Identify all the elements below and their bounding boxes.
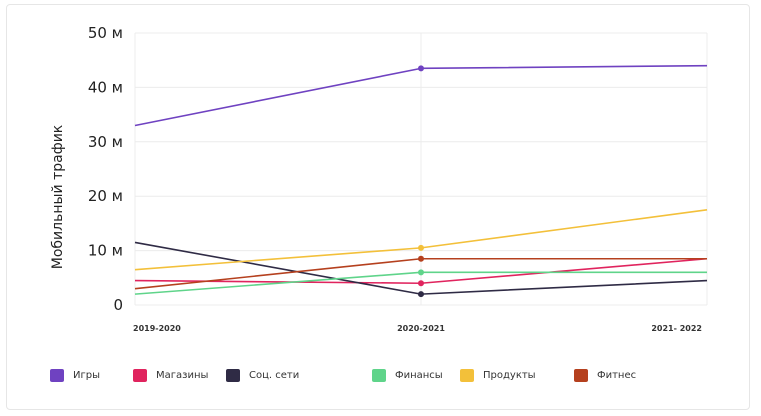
y-tick-label: 10 м <box>88 242 123 260</box>
x-tick-label: 2020-2021 <box>397 324 445 333</box>
legend-label: Игры <box>73 370 100 381</box>
legend-swatch <box>226 369 240 382</box>
chart-card <box>6 4 750 410</box>
legend-item[interactable]: Магазины <box>133 369 208 382</box>
legend-swatch <box>460 369 474 382</box>
legend-label: Фитнес <box>597 370 637 381</box>
data-point <box>418 269 424 276</box>
legend-item[interactable]: Соц. сети <box>226 369 299 382</box>
y-tick-label: 0 <box>113 296 123 314</box>
y-tick-labels: 0 10 м 20 м 30 м 40 м 50 м <box>88 24 123 314</box>
x-tick-label: 2021- 2022 <box>651 324 702 333</box>
legend-item[interactable]: Продукты <box>460 369 536 382</box>
x-tick-labels: 2019-2020 2020-2021 2021- 2022 <box>133 324 702 333</box>
data-point <box>418 244 424 251</box>
legend-swatch <box>50 369 64 382</box>
legend-item[interactable]: Финансы <box>372 369 443 382</box>
data-point <box>418 291 424 298</box>
legend-label: Продукты <box>483 370 536 381</box>
legend-label: Магазины <box>156 370 209 381</box>
y-axis-label: Мобильный трафик <box>50 125 66 269</box>
legend-swatch <box>372 369 386 382</box>
series-points <box>418 65 424 298</box>
y-tick-label: 30 м <box>88 133 123 151</box>
legend-label: Финансы <box>395 370 443 381</box>
grid-lines <box>134 32 708 306</box>
data-point <box>418 255 424 262</box>
x-tick-label: 2019-2020 <box>133 324 181 333</box>
legend-item[interactable]: Игры <box>50 369 100 382</box>
y-tick-label: 20 м <box>88 187 123 205</box>
data-point <box>418 65 424 72</box>
legend-item[interactable]: Фитнес <box>574 369 636 382</box>
y-tick-label: 40 м <box>88 78 123 96</box>
legend-swatch <box>574 369 588 382</box>
y-tick-label: 50 м <box>88 24 123 42</box>
legend-swatch <box>133 369 147 382</box>
data-point <box>418 280 424 287</box>
legend-label: Соц. сети <box>249 370 300 381</box>
